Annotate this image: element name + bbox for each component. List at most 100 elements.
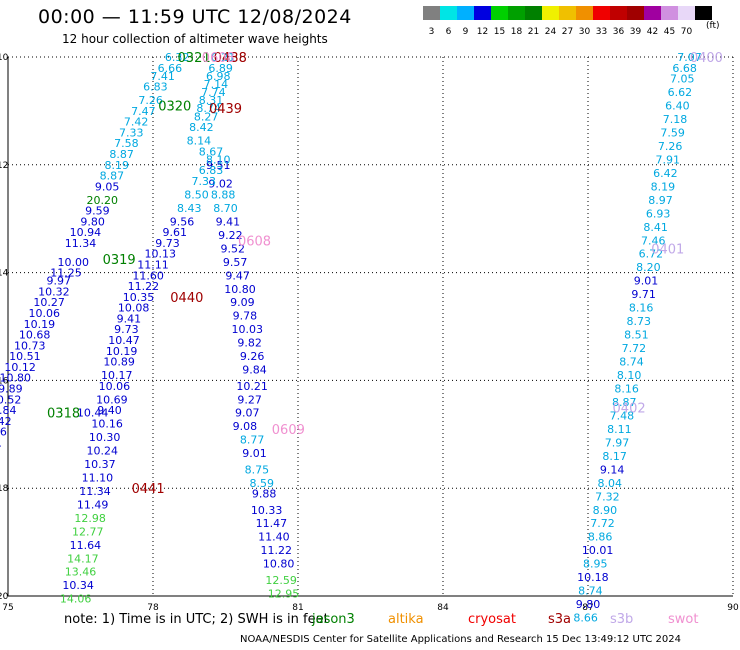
color-swatch	[474, 6, 491, 20]
wave-height-label: 9.59	[85, 205, 110, 218]
wave-height-label: 10.19	[24, 318, 56, 331]
wave-height-label: 9.40	[97, 404, 122, 417]
wave-height-label: 9.80	[576, 598, 601, 611]
wave-height-label: 10.01	[582, 544, 614, 557]
wave-height-label: 20.20	[87, 194, 119, 207]
wave-height-label: 11.64	[70, 539, 102, 552]
y-tick-label: -20	[0, 592, 9, 602]
color-scale-label: 24	[545, 27, 557, 37]
wave-height-label: 10.76	[0, 426, 7, 439]
wave-height-label: 11.47	[256, 517, 288, 530]
wave-height-label: 10.51	[9, 350, 41, 363]
wave-height-label: 7.33	[119, 126, 144, 139]
wave-height-label: 8.42	[189, 121, 214, 134]
wave-height-label: 8.19	[105, 159, 130, 172]
wave-height-label: 10.80	[224, 283, 256, 296]
track-id-label: 0320	[158, 100, 191, 115]
color-swatch	[542, 6, 559, 20]
color-scale-label: 15	[494, 27, 505, 37]
wave-height-label: 8.74	[578, 585, 603, 598]
wave-height-label: 7.41	[150, 70, 175, 83]
wave-height-label: 6.21	[211, 51, 236, 64]
wave-height-label: 7.72	[622, 342, 647, 355]
wave-height-label: 11.31	[0, 436, 2, 449]
wave-height-label: 14.06	[60, 593, 92, 606]
wave-height-label: 8.17	[602, 450, 627, 463]
legend-jason3: jason3	[312, 612, 355, 627]
footer-credit: NOAA/NESDIS Center for Satellite Applica…	[240, 634, 682, 645]
wave-height-label: 10.37	[84, 458, 116, 471]
wave-height-label: 8.41	[643, 221, 668, 234]
wave-height-label: 6.72	[639, 248, 664, 261]
wave-height-label: 9.80	[80, 215, 105, 228]
wave-height-label: 7.97	[605, 436, 630, 449]
legend-cryosat: cryosat	[468, 612, 516, 627]
color-scale-label: 3	[429, 27, 435, 37]
wave-height-label: 10.68	[19, 329, 51, 342]
color-swatch	[593, 6, 610, 20]
wave-height-label: 7.72	[590, 517, 615, 530]
wave-height-label: 10.73	[14, 339, 46, 352]
legend-swot: swot	[668, 612, 699, 627]
legend-altika: altika	[388, 612, 424, 627]
wave-height-label: 7.26	[658, 140, 683, 153]
track-id-label: 0439	[209, 102, 242, 117]
wave-height-label: 8.10	[617, 369, 642, 382]
wave-height-label: 9.89	[0, 382, 23, 395]
track-id-label: 0400	[690, 51, 723, 66]
color-swatch	[678, 6, 695, 20]
color-swatch	[661, 6, 678, 20]
y-tick-label: -14	[0, 269, 9, 279]
wave-height-label: 9.84	[242, 364, 267, 377]
wave-height-label: 9.52	[221, 242, 246, 255]
wave-height-label: 8.16	[614, 382, 639, 395]
wave-height-label: 8.51	[624, 329, 649, 342]
wave-height-label: 10.33	[251, 504, 283, 517]
wave-height-label: 10.24	[87, 444, 119, 457]
wave-height-label: 7.42	[124, 116, 149, 129]
color-swatch	[525, 6, 542, 20]
wave-height-label: 8.04	[598, 477, 623, 490]
wave-height-label: 7.26	[138, 94, 163, 107]
wave-height-label: 6.42	[653, 167, 678, 180]
wave-height-label: 10.06	[29, 307, 61, 320]
color-swatch	[610, 6, 627, 20]
wave-height-label: 8.27	[194, 110, 219, 123]
color-swatch	[457, 6, 474, 20]
track-id-label: 0321	[178, 51, 211, 66]
color-scale-label: 30	[579, 27, 591, 37]
wave-height-label: 9.78	[233, 310, 258, 323]
wave-height-label: 8.74	[196, 102, 221, 115]
wave-height-label: 9.14	[600, 463, 625, 476]
page-subtitle: 12 hour collection of altimeter wave hei…	[62, 32, 328, 46]
track-id-label: 0438	[214, 51, 247, 66]
wave-height-label: 8.87	[100, 170, 125, 183]
wave-height-label: 10.16	[91, 418, 123, 431]
wave-height-label: 11.22	[261, 544, 293, 557]
color-scale-label: 21	[528, 27, 539, 37]
color-swatch	[644, 6, 661, 20]
wave-height-label: 10.69	[96, 393, 128, 406]
x-tick-label: 90	[727, 603, 739, 613]
wave-height-label: 10.44	[77, 407, 109, 420]
wave-height-label: 7.58	[114, 137, 139, 150]
wave-height-label: 10.52	[0, 393, 21, 406]
wave-height-label: 8.43	[177, 202, 202, 215]
wave-height-label: 6.68	[672, 62, 697, 75]
wave-height-label: 10.18	[577, 571, 609, 584]
wave-height-label: 9.51	[206, 159, 231, 172]
wave-height-label: 10.12	[4, 361, 36, 374]
wave-height-label: 7.91	[656, 153, 681, 166]
wave-height-label: 11.10	[82, 471, 114, 484]
wave-height-label: 6.98	[206, 70, 231, 83]
wave-height-label: 10.34	[62, 579, 94, 592]
wave-height-label: 7.07	[677, 51, 702, 64]
wave-height-label: 8.67	[199, 145, 224, 158]
wave-height-label: 10.06	[99, 380, 131, 393]
wave-height-label: 8.14	[187, 135, 212, 148]
wave-height-label: 8.75	[245, 463, 270, 476]
track-id-label: 0402	[613, 401, 646, 416]
wave-height-label: 7.74	[201, 86, 226, 99]
wave-height-label: 9.02	[208, 178, 233, 191]
wave-height-label: 10.80	[263, 558, 295, 571]
